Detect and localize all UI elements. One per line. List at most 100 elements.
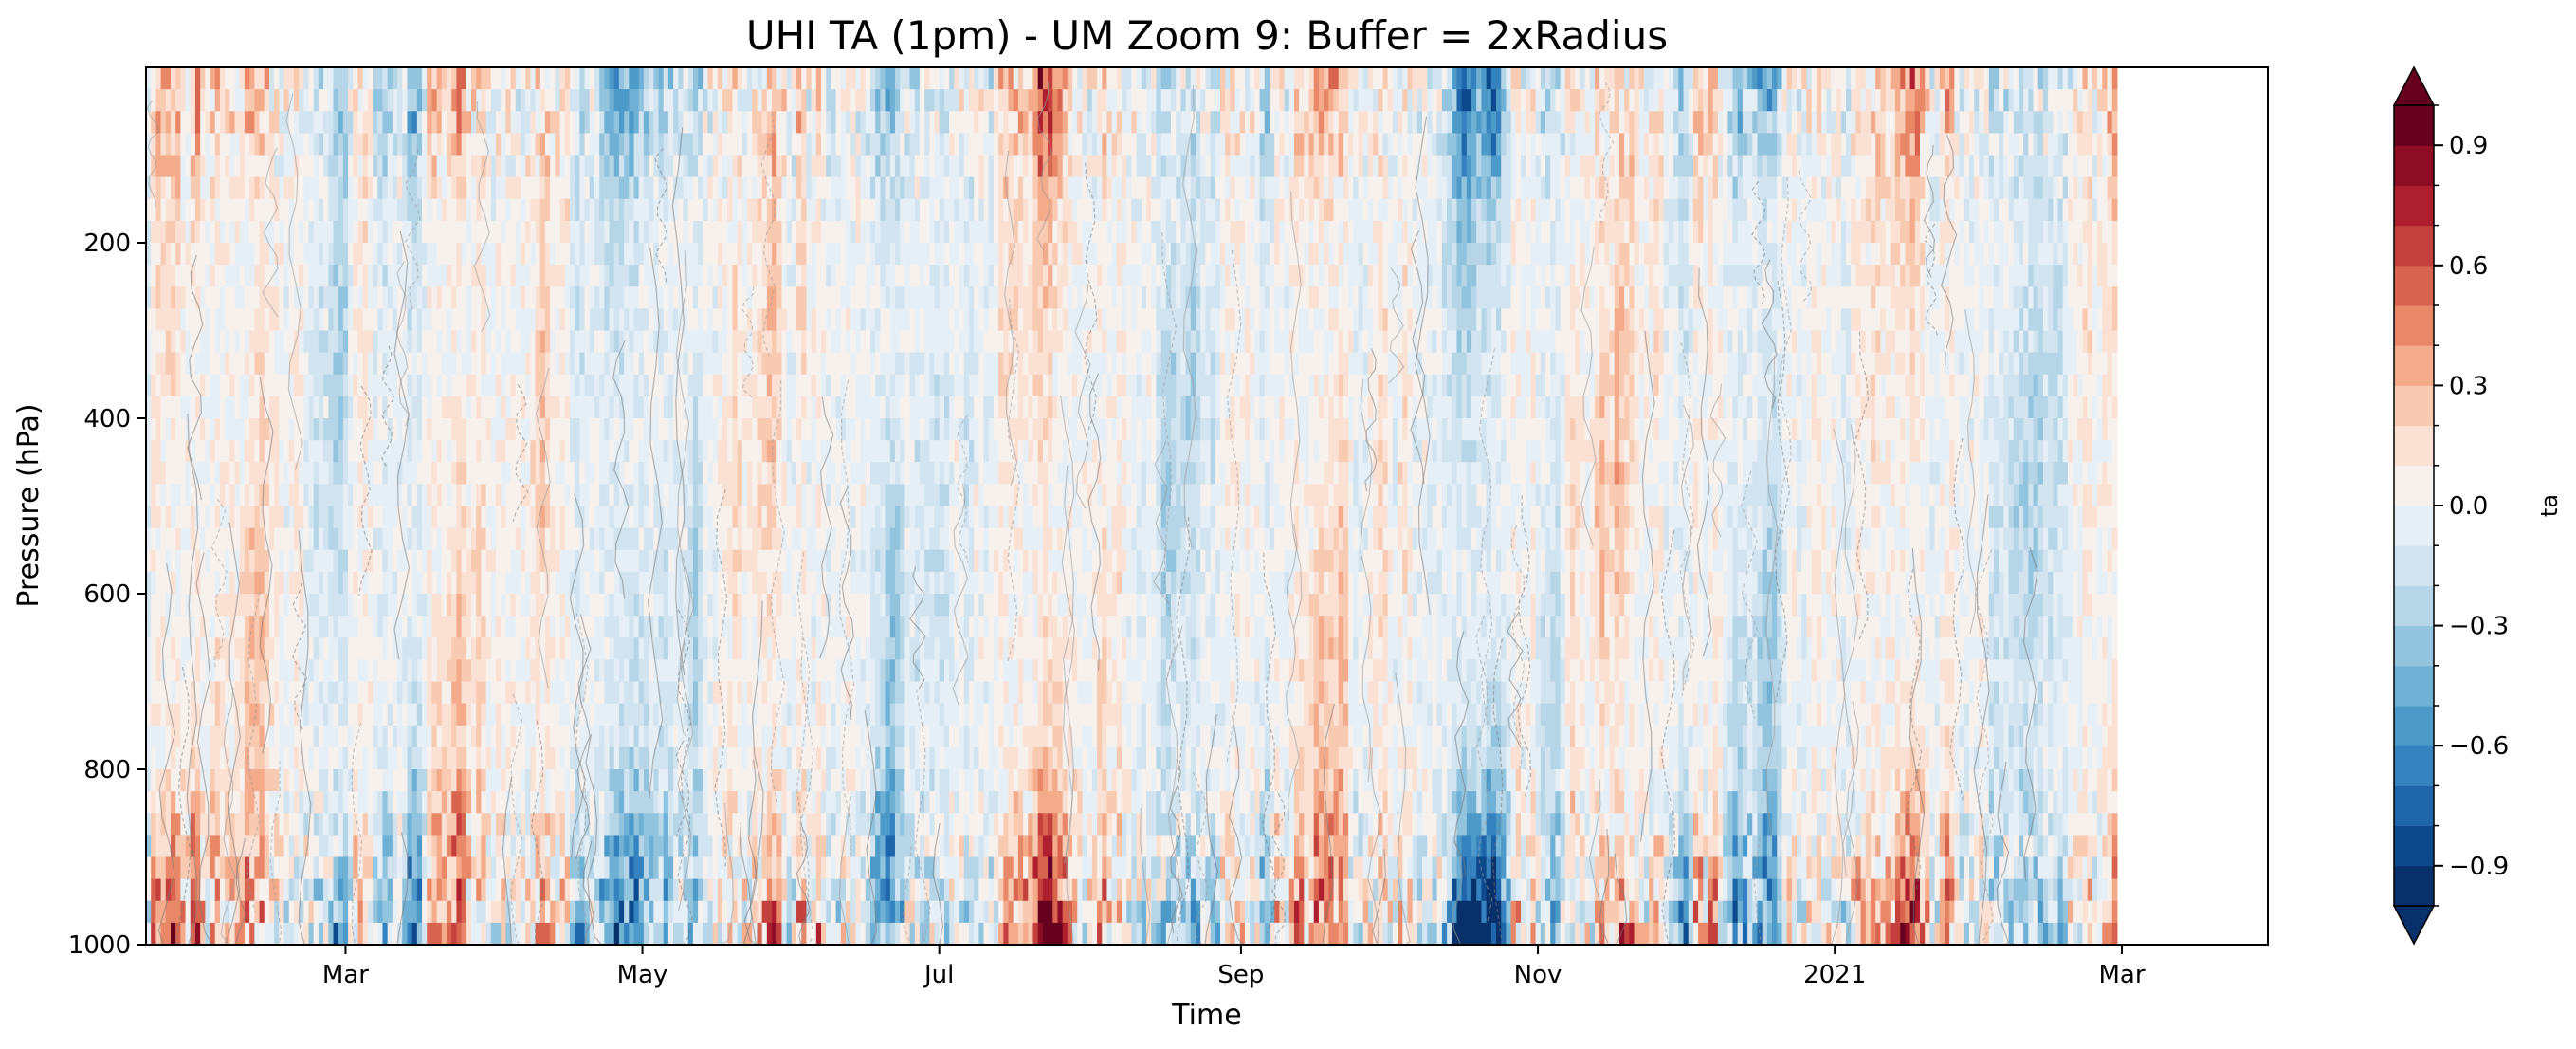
heat-cell bbox=[348, 900, 354, 924]
heat-cell bbox=[318, 791, 324, 814]
heat-cell bbox=[259, 637, 265, 660]
heat-cell bbox=[397, 198, 403, 222]
heat-cell bbox=[377, 900, 384, 924]
heat-cell bbox=[496, 352, 502, 376]
heat-cell bbox=[205, 549, 211, 573]
heat-cell bbox=[200, 111, 206, 134]
heat-cell bbox=[707, 220, 714, 244]
heat-cell bbox=[299, 637, 304, 660]
heat-cell bbox=[407, 265, 413, 287]
heat-cell bbox=[254, 133, 261, 156]
heat-cell bbox=[530, 900, 537, 924]
heat-cell bbox=[687, 198, 694, 222]
heat-cell bbox=[485, 856, 492, 880]
heat-cell bbox=[638, 67, 645, 90]
heat-cell bbox=[441, 89, 448, 112]
heat-cell bbox=[436, 900, 443, 924]
heat-cell bbox=[348, 791, 354, 814]
heat-cell bbox=[155, 67, 162, 90]
heat-cell bbox=[461, 220, 467, 244]
heat-cell bbox=[490, 352, 497, 376]
heat-cell bbox=[510, 637, 517, 660]
heat-cell bbox=[747, 243, 753, 266]
heat-cell bbox=[268, 900, 275, 924]
heat-cell bbox=[643, 725, 649, 748]
heat-cell bbox=[333, 659, 339, 683]
heat-cell bbox=[599, 527, 605, 551]
heat-cell bbox=[373, 111, 378, 134]
heat-cell bbox=[205, 198, 211, 222]
heat-cell bbox=[205, 594, 211, 617]
heat-cell bbox=[407, 506, 413, 529]
heat-cell bbox=[535, 198, 541, 222]
heat-cell bbox=[431, 571, 438, 595]
heat-cell bbox=[293, 813, 300, 836]
heat-cell bbox=[170, 703, 176, 727]
heat-cell bbox=[299, 527, 304, 551]
heat-cell bbox=[210, 594, 216, 617]
heat-cell bbox=[461, 594, 467, 617]
heat-cell bbox=[299, 484, 304, 507]
heat-cell bbox=[698, 265, 703, 287]
heat-cell bbox=[525, 308, 531, 332]
heat-cell bbox=[604, 484, 611, 507]
heat-cell bbox=[190, 637, 196, 660]
heat-cell bbox=[382, 243, 389, 266]
heat-cell bbox=[402, 506, 409, 529]
heat-cell bbox=[422, 746, 428, 770]
heat-cell bbox=[505, 549, 512, 573]
heat-cell bbox=[338, 176, 344, 200]
heat-cell bbox=[589, 265, 595, 287]
heat-cell bbox=[387, 89, 393, 112]
heat-cell bbox=[707, 659, 714, 683]
heat-cell bbox=[752, 462, 758, 485]
heat-cell bbox=[313, 856, 320, 880]
heat-cell bbox=[638, 89, 645, 112]
heat-cell bbox=[436, 703, 443, 727]
heat-cell bbox=[505, 922, 512, 945]
heat-cell bbox=[535, 286, 541, 309]
heat-cell bbox=[663, 791, 669, 814]
heat-cell bbox=[254, 330, 261, 354]
heat-cell bbox=[416, 484, 423, 507]
heat-cell bbox=[288, 484, 295, 507]
heat-cell bbox=[190, 527, 196, 551]
heat-cell bbox=[146, 813, 152, 836]
heat-cell bbox=[629, 265, 635, 287]
heat-cell bbox=[377, 659, 384, 683]
heat-cell bbox=[234, 440, 241, 463]
heat-cell bbox=[427, 549, 433, 573]
heat-cell bbox=[747, 681, 753, 705]
heat-cell bbox=[741, 616, 748, 638]
heat-cell bbox=[717, 527, 723, 551]
heat-cell bbox=[175, 594, 181, 617]
heat-cell bbox=[288, 835, 295, 858]
heat-cell bbox=[683, 133, 689, 156]
heat-cell bbox=[338, 900, 344, 924]
heat-cell bbox=[530, 681, 537, 705]
heat-cell bbox=[397, 637, 403, 660]
heat-cell bbox=[244, 155, 250, 178]
heat-cell bbox=[579, 746, 586, 770]
heat-cell bbox=[653, 703, 660, 727]
heat-cell bbox=[501, 571, 506, 595]
heat-cell bbox=[402, 352, 409, 376]
heat-cell bbox=[624, 440, 630, 463]
heat-cell bbox=[559, 67, 566, 90]
heat-cell bbox=[757, 746, 763, 770]
heat-cell bbox=[392, 922, 398, 945]
heat-cell bbox=[476, 484, 483, 507]
heat-cell bbox=[234, 637, 241, 660]
heat-cell bbox=[254, 527, 261, 551]
heat-cell bbox=[520, 637, 526, 660]
heat-cell bbox=[234, 769, 241, 792]
heat-cell bbox=[328, 67, 335, 90]
heat-cell bbox=[564, 286, 571, 309]
heat-cell bbox=[525, 791, 531, 814]
heat-cell bbox=[544, 769, 551, 792]
heat-cell bbox=[732, 659, 739, 683]
heat-cell bbox=[373, 637, 378, 660]
heat-cell bbox=[427, 506, 433, 529]
heat-cell bbox=[318, 462, 324, 485]
heat-cell bbox=[485, 396, 492, 419]
